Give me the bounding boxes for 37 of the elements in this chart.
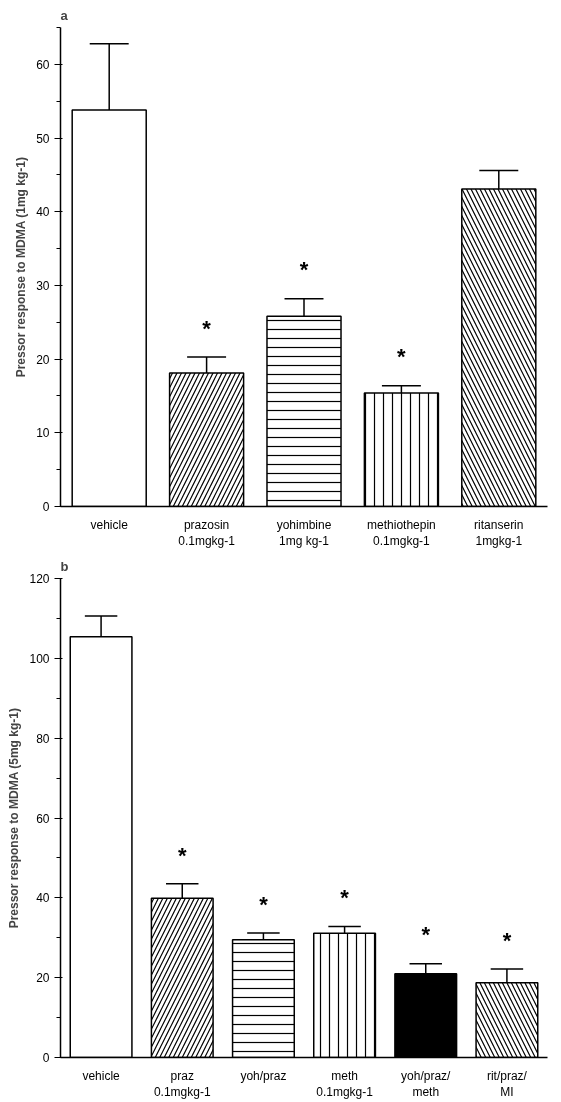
y-tick-label: 100 — [29, 651, 50, 666]
x-tick-label: vehicle — [82, 1068, 121, 1083]
data-label: * — [299, 257, 309, 283]
data-label: * — [502, 927, 512, 953]
y-tick-label: 60 — [36, 811, 50, 826]
y-tick-label: 40 — [36, 205, 50, 220]
data-label: * — [397, 344, 407, 370]
y-tick-label: 20 — [36, 352, 50, 367]
x-tick-label: prazosin 0.1mgkg-1 — [178, 517, 236, 549]
x-tick-label: meth 0.1mgkg-1 — [316, 1068, 374, 1100]
x-tick-label: ritanserin 1mgkg-1 — [474, 517, 524, 549]
data-label: * — [421, 922, 431, 948]
y-tick-label: 120 — [29, 572, 50, 586]
y-tick-label: 0 — [42, 1051, 50, 1065]
x-tick-label: vehicle — [90, 517, 129, 532]
chart-title: a — [60, 7, 69, 23]
x-tick-label: methiothepin 0.1mgkg-1 — [367, 517, 436, 549]
y-tick-label: 60 — [36, 57, 50, 72]
data-label: * — [202, 315, 212, 341]
x-tick-label: praz 0.1mgkg-1 — [153, 1068, 211, 1100]
data-label: * — [340, 885, 350, 911]
y-tick-label: 50 — [36, 131, 50, 146]
x-tick-label: yohimbine 1mg kg-1 — [276, 517, 332, 549]
x-tick-label: yoh/praz/ meth — [401, 1068, 452, 1100]
data-label: * — [177, 842, 187, 868]
y-tick-label: 40 — [36, 891, 50, 906]
chart-title: b — [60, 558, 69, 574]
y-tick-label: 10 — [36, 426, 50, 441]
y-tick-label: 0 — [42, 500, 50, 514]
y-tick-label: 30 — [36, 278, 50, 293]
x-tick-label: rit/praz/ MI — [486, 1068, 528, 1100]
y-tick-label: 20 — [36, 971, 50, 986]
y-axis-title: Pressor response to MDMA (5mg kg-1) — [7, 708, 22, 929]
x-tick-label: yoh/praz — [240, 1068, 287, 1083]
y-tick-label: 80 — [36, 731, 50, 746]
data-label: * — [259, 891, 269, 917]
y-axis-title: Pressor response to MDMA (1mg kg-1) — [14, 157, 29, 378]
